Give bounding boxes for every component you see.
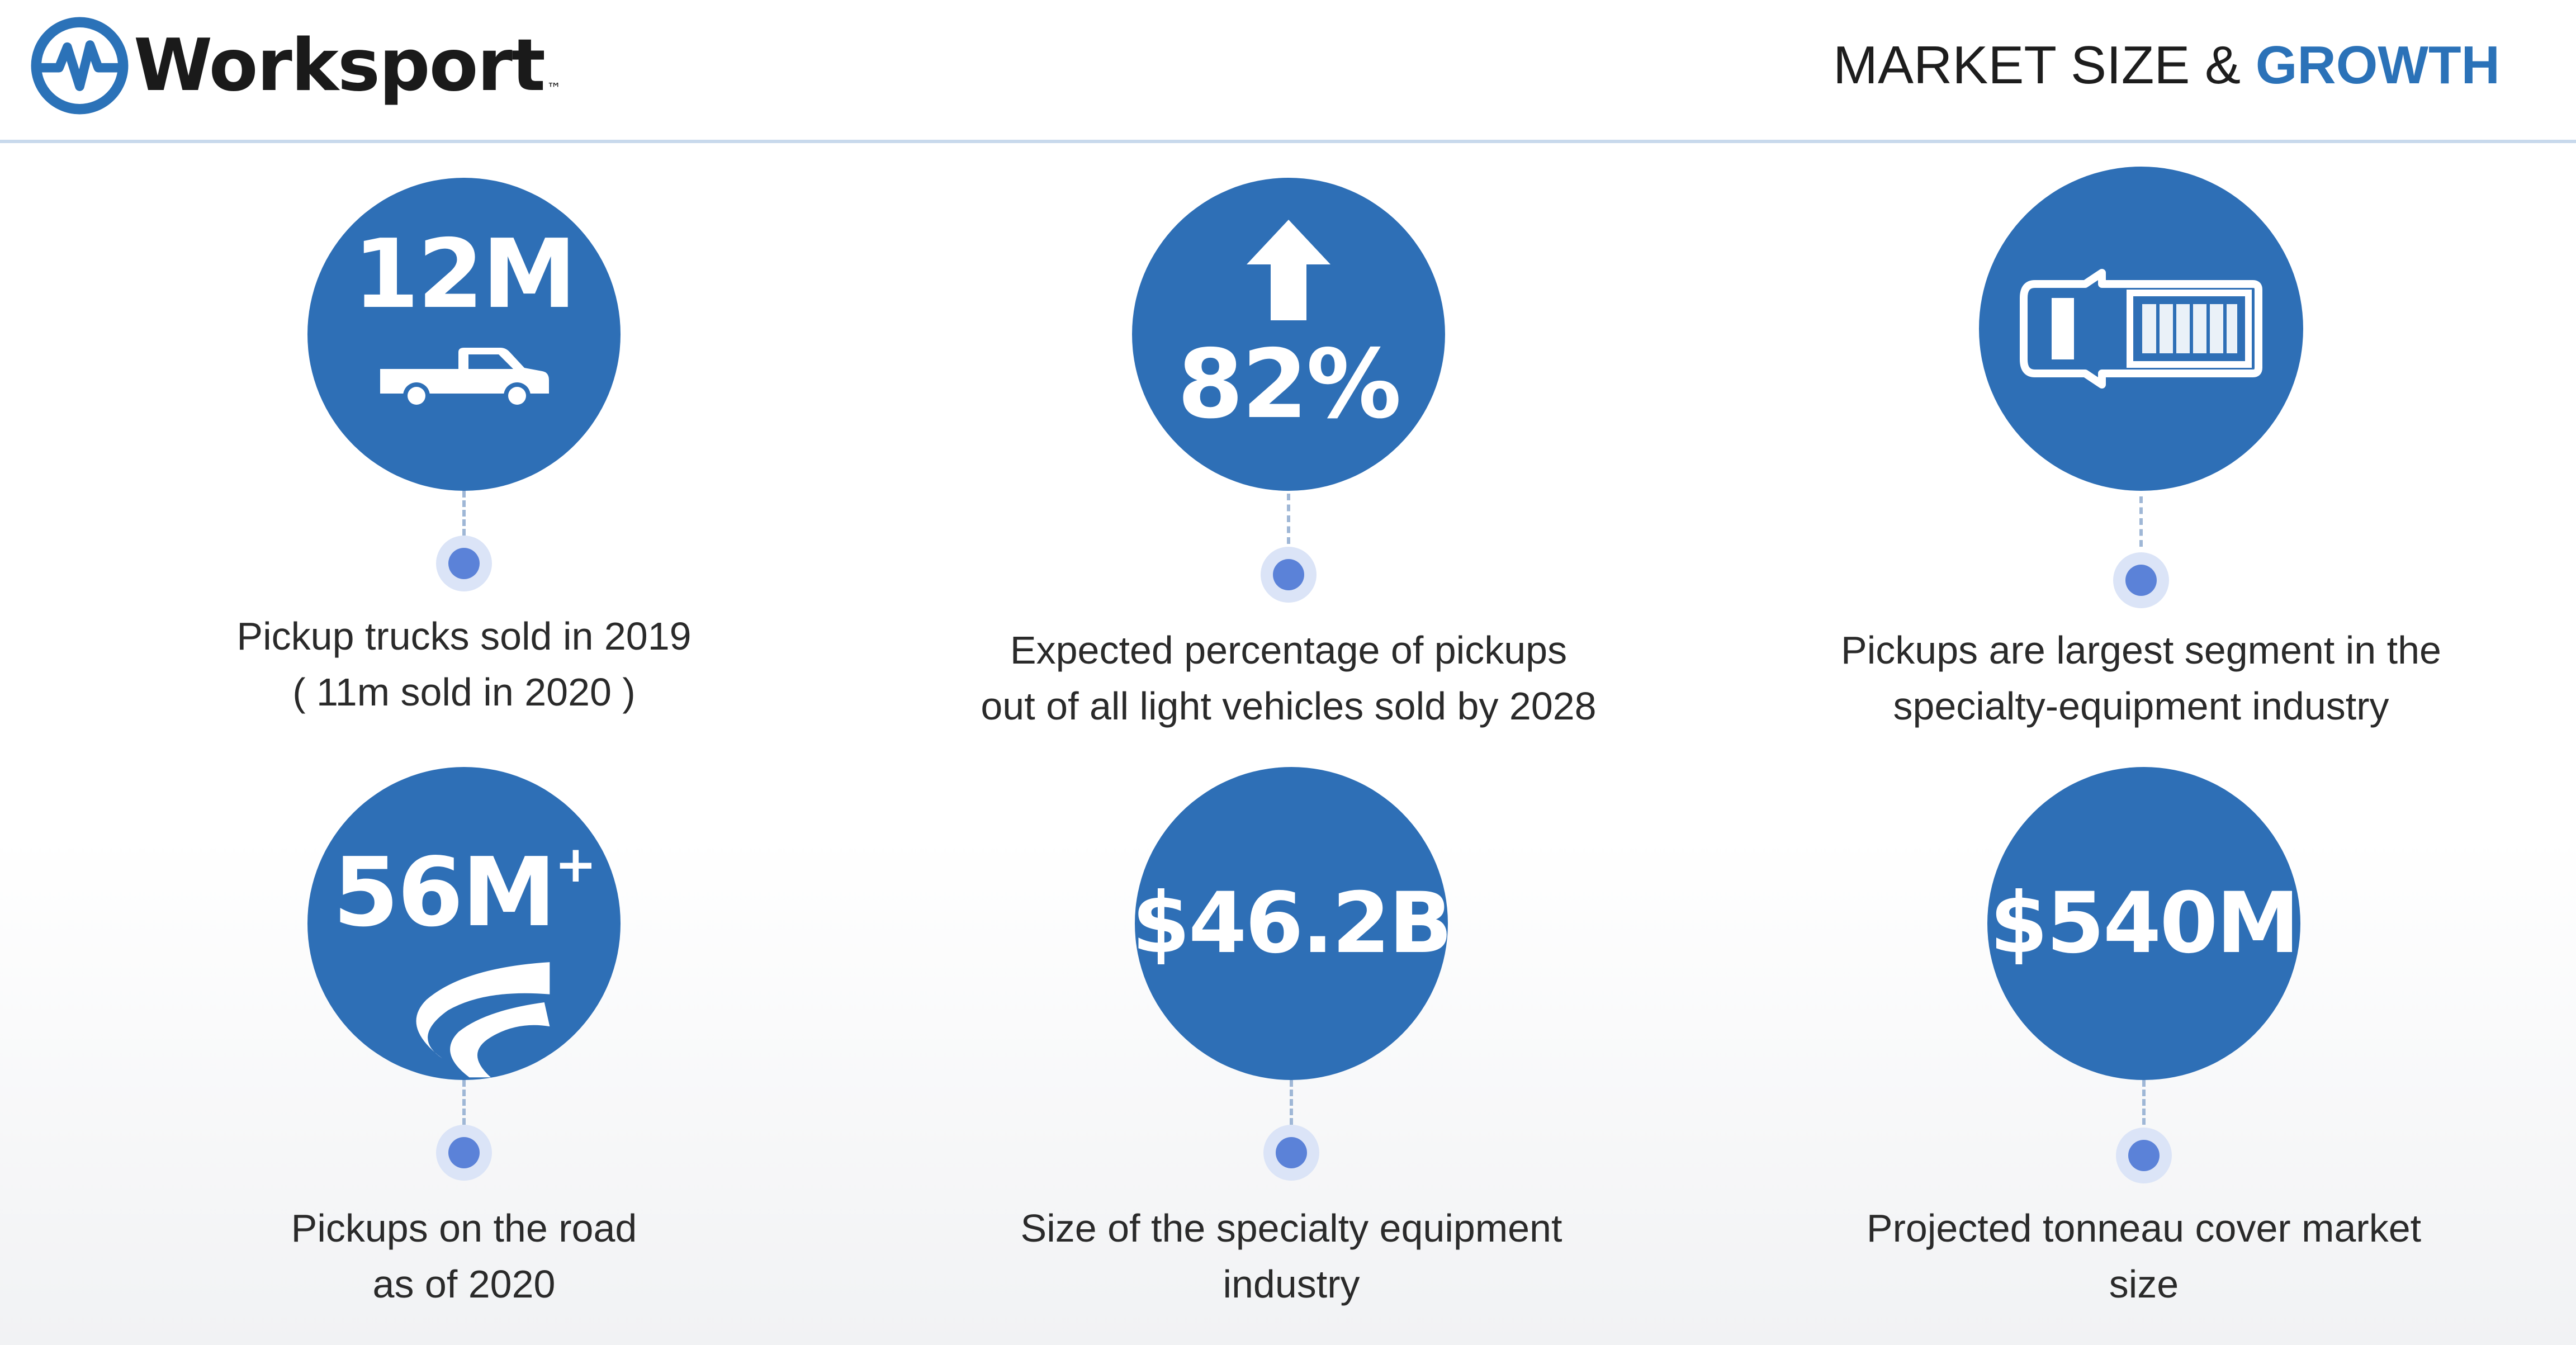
brand-name: Worksport: [134, 23, 546, 107]
caption-line: Pickups are largest segment in the: [1841, 628, 2441, 672]
caption-line: specialty-equipment industry: [1893, 684, 2389, 728]
road-icon: [416, 962, 550, 1078]
stat-value: $46.2B: [1131, 875, 1453, 972]
caption-line: Pickups on the road: [291, 1206, 637, 1250]
page-title-main: MARKET SIZE &: [1833, 35, 2256, 95]
worksport-logo-icon: [31, 17, 129, 114]
page-title: MARKET SIZE & GROWTH: [1833, 35, 2500, 96]
timeline-dot: [436, 536, 492, 591]
caption-line: as of 2020: [372, 1262, 556, 1306]
stat-value-superscript: +: [555, 835, 596, 894]
header: Worksport ™ MARKET SIZE & GROWTH: [0, 0, 2576, 140]
stat-value: $540M: [1990, 875, 2300, 972]
stat-circle: $540M: [1987, 767, 2300, 1080]
caption-line: Size of the specialty equipment: [1020, 1206, 1562, 1250]
stat-circle: $46.2B: [1131, 767, 1453, 1080]
stat-value: 56M+: [333, 840, 596, 941]
stat-caption: Pickups on the road as of 2020: [129, 1200, 799, 1312]
caption-line: Expected percentage of pickups: [1010, 628, 1568, 672]
arrow-up-icon: [1247, 220, 1330, 320]
stat-value-text: 56M: [333, 837, 556, 948]
timeline-dot: [2113, 552, 2169, 608]
connector-line: [462, 1080, 466, 1125]
timeline-dot: [1263, 1125, 1319, 1181]
timeline-dot: [2116, 1128, 2172, 1183]
stat-value: 82%: [1177, 329, 1401, 440]
stat-value: 12M: [353, 219, 577, 330]
timeline-dot: [1261, 547, 1317, 603]
connector-line: [1287, 494, 1290, 544]
stat-caption: Expected percentage of pickups out of al…: [953, 622, 1624, 734]
stat-circle: [1979, 167, 2303, 491]
stat-circle: 12M: [307, 178, 621, 491]
stat-caption: Pickup trucks sold in 2019 ( 11m sold in…: [129, 608, 799, 720]
stat-caption: Projected tonneau cover market size: [1808, 1200, 2479, 1312]
stat-caption: Size of the specialty equipment industry: [956, 1200, 1627, 1312]
caption-line: ( 11m sold in 2020 ): [292, 670, 636, 714]
page-title-accent: GROWTH: [2255, 35, 2500, 95]
brand-logo: Worksport ™: [28, 12, 561, 119]
connector-line: [2142, 1080, 2146, 1125]
caption-line: industry: [1223, 1262, 1360, 1306]
timeline-dot: [436, 1125, 492, 1181]
pickup-truck-icon: [380, 348, 549, 409]
stat-circle: 82%: [1132, 178, 1445, 491]
caption-line: Projected tonneau cover market: [1866, 1206, 2422, 1250]
header-divider: [0, 140, 2576, 143]
stat-caption: Pickups are largest segment in the speci…: [1806, 622, 2476, 734]
brand-trademark: ™: [546, 80, 561, 97]
caption-line: size: [2109, 1262, 2179, 1306]
caption-line: out of all light vehicles sold by 2028: [981, 684, 1597, 728]
caption-line: Pickup trucks sold in 2019: [236, 614, 692, 658]
stat-circle: 56M+: [307, 767, 621, 1080]
truck-top-view-icon: [2020, 269, 2262, 389]
connector-line: [462, 491, 466, 536]
connector-line: [2139, 496, 2143, 547]
connector-line: [1290, 1080, 1293, 1125]
